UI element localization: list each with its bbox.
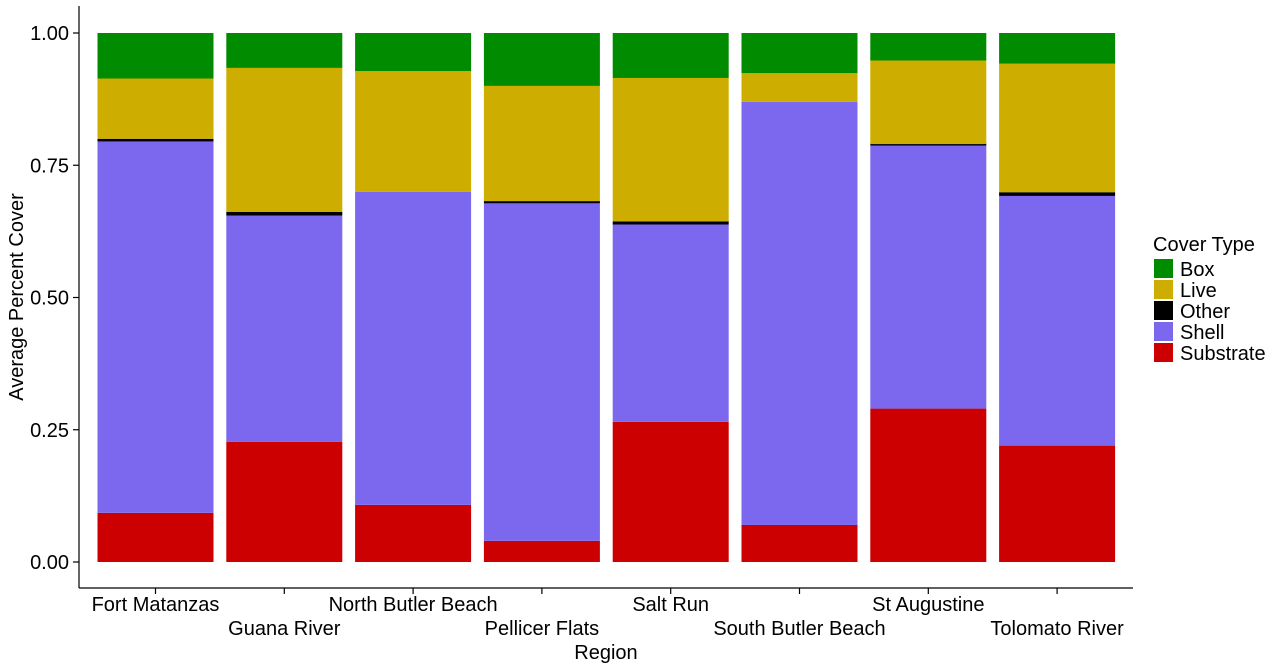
bar-segment-shell-4 bbox=[483, 203, 600, 541]
y-tick-label: 0.00 bbox=[30, 552, 69, 574]
y-tick-label: 0.50 bbox=[30, 288, 69, 310]
bar-segment-substrate-4 bbox=[483, 540, 600, 562]
bar-segment-box-7 bbox=[870, 33, 987, 61]
bar-segment-shell-2 bbox=[226, 215, 343, 442]
bar-segment-live-1 bbox=[97, 78, 214, 139]
bar-segment-shell-7 bbox=[870, 145, 987, 409]
bar-segment-box-5 bbox=[612, 33, 729, 78]
bar-segment-box-1 bbox=[97, 33, 214, 79]
bar-segment-substrate-3 bbox=[355, 504, 472, 562]
bar-segment-box-4 bbox=[483, 33, 600, 86]
legend-title: Cover Type bbox=[1153, 234, 1255, 256]
bar-segment-other-4 bbox=[483, 200, 600, 204]
bar-segment-other-5 bbox=[612, 221, 729, 225]
bar-segment-substrate-2 bbox=[226, 441, 343, 562]
bar-segment-other-1 bbox=[97, 138, 214, 142]
legend-key-substrate bbox=[1154, 343, 1173, 362]
x-tick-label: Guana River bbox=[228, 618, 341, 640]
y-axis-title: Average Percent Cover bbox=[6, 193, 28, 401]
x-tick-label: St Augustine bbox=[872, 594, 984, 616]
x-tick-label: North Butler Beach bbox=[329, 594, 498, 616]
x-axis-title: Region bbox=[574, 642, 637, 664]
legend-label-other: Other bbox=[1180, 301, 1230, 323]
legend-label-box: Box bbox=[1180, 259, 1214, 281]
bar-segment-live-4 bbox=[483, 85, 600, 202]
y-tick-label: 0.25 bbox=[30, 420, 69, 442]
bar-segment-shell-3 bbox=[355, 191, 472, 505]
x-tick-label: South Butler Beach bbox=[713, 618, 885, 640]
legend-key-other bbox=[1154, 301, 1173, 320]
bar-segment-box-6 bbox=[741, 33, 858, 74]
legend-label-substrate: Substrate bbox=[1180, 343, 1266, 365]
legend-key-shell bbox=[1154, 322, 1173, 341]
legend-label-live: Live bbox=[1180, 280, 1217, 302]
x-tick-label: Salt Run bbox=[632, 594, 709, 616]
bar-segment-other-7 bbox=[870, 143, 987, 146]
bar-segment-other-2 bbox=[226, 211, 343, 216]
legend-key-box bbox=[1154, 259, 1173, 278]
bar-segment-substrate-6 bbox=[741, 524, 858, 562]
bar-segment-other-8 bbox=[999, 192, 1116, 196]
bar-segment-box-3 bbox=[355, 33, 472, 72]
bar-segment-box-8 bbox=[999, 33, 1116, 64]
bar-segment-shell-6 bbox=[741, 101, 858, 525]
bar-segment-substrate-7 bbox=[870, 408, 987, 562]
legend-label-shell: Shell bbox=[1180, 322, 1224, 344]
bar-segment-live-8 bbox=[999, 63, 1116, 193]
bar-segment-live-7 bbox=[870, 60, 987, 145]
y-axis-ticks: 0.00 0.25 0.50 0.75 1.00 bbox=[30, 23, 79, 574]
bar-segment-live-3 bbox=[355, 71, 472, 192]
bar-segment-shell-1 bbox=[97, 141, 214, 513]
x-tick-label: Fort Matanzas bbox=[92, 594, 220, 616]
bar-segment-shell-8 bbox=[999, 195, 1116, 446]
bar-segment-box-2 bbox=[226, 33, 343, 68]
bar-segment-shell-5 bbox=[612, 224, 729, 422]
bars-layer bbox=[97, 33, 1116, 562]
bar-segment-live-2 bbox=[226, 67, 343, 212]
bar-segment-live-6 bbox=[741, 73, 858, 102]
bar-segment-substrate-1 bbox=[97, 512, 214, 562]
y-tick-label: 1.00 bbox=[30, 23, 69, 45]
bar-segment-substrate-5 bbox=[612, 421, 729, 562]
y-tick-label: 0.75 bbox=[30, 155, 69, 177]
x-tick-label: Pellicer Flats bbox=[485, 618, 599, 640]
legend-key-live bbox=[1154, 280, 1173, 299]
x-tick-label: Tolomato River bbox=[990, 618, 1124, 640]
bar-segment-live-5 bbox=[612, 77, 729, 222]
bar-segment-substrate-8 bbox=[999, 445, 1116, 562]
